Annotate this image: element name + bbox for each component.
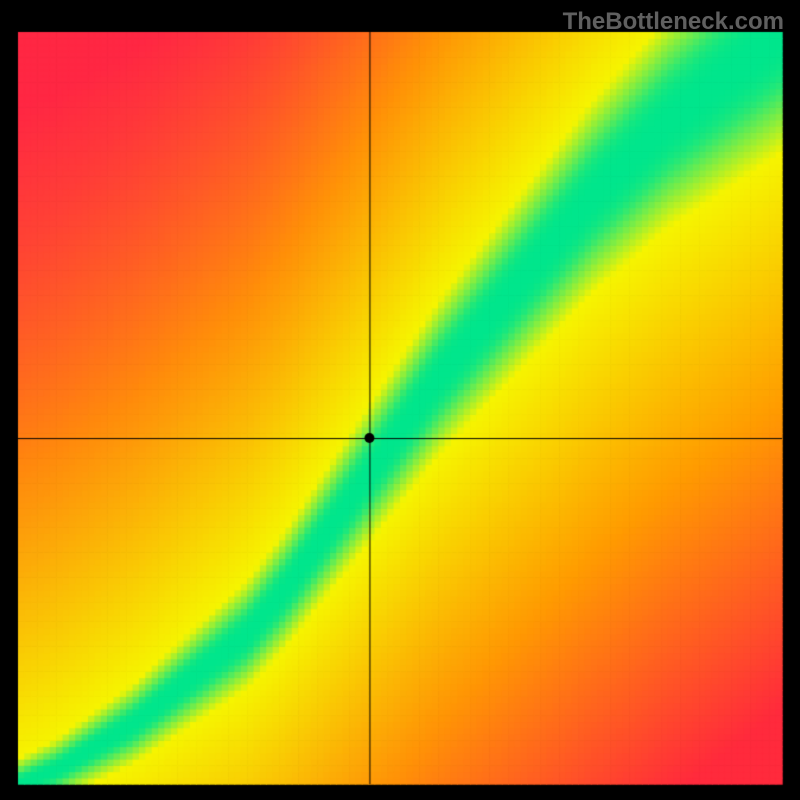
- chart-container: TheBottleneck.com: [0, 0, 800, 800]
- bottleneck-heatmap: [0, 0, 800, 800]
- watermark-text: TheBottleneck.com: [563, 8, 784, 36]
